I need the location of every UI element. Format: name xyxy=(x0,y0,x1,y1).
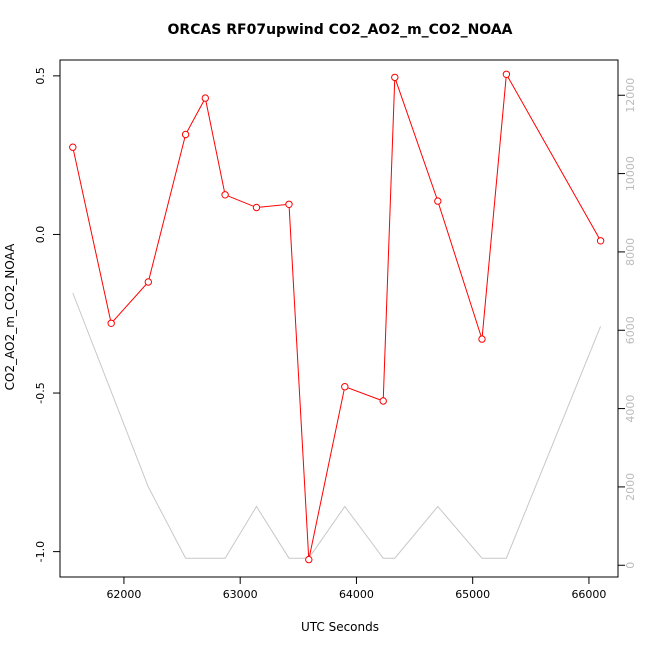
y2-tick-label: 10000 xyxy=(624,156,637,191)
data-point xyxy=(596,237,605,245)
y-tick-label: 0.0 xyxy=(34,226,47,244)
series-group xyxy=(69,70,605,564)
data-point xyxy=(391,73,399,82)
data-point xyxy=(69,143,77,151)
y2-tick-label: 6000 xyxy=(624,316,637,344)
data-point xyxy=(434,197,442,205)
x-tick-label: 63000 xyxy=(223,588,258,601)
y2-tick-label: 0 xyxy=(624,562,637,569)
series-line-right-axis xyxy=(72,292,602,559)
series-line-left-axis xyxy=(72,72,602,560)
x-axis-label: UTC Seconds xyxy=(301,620,379,634)
chart-title: ORCAS RF07upwind CO2_AO2_m_CO2_NOAA xyxy=(168,22,513,38)
data-point xyxy=(502,70,511,79)
y2-tick-label: 12000 xyxy=(624,78,637,113)
data-point xyxy=(107,319,115,327)
x-tick-label: 65000 xyxy=(455,588,490,601)
y2-tick-label: 8000 xyxy=(624,238,637,266)
data-point xyxy=(305,555,313,564)
y2-tick-label: 4000 xyxy=(624,395,637,423)
plot-frame xyxy=(59,59,619,578)
data-point xyxy=(181,130,190,139)
y2-tick-label: 2000 xyxy=(624,473,637,501)
data-point xyxy=(201,94,210,102)
data-point xyxy=(478,335,486,343)
data-point xyxy=(341,383,349,391)
y-tick-label: 0.5 xyxy=(34,67,47,85)
data-point xyxy=(252,203,261,212)
y-tick-label: -0.5 xyxy=(34,382,47,403)
axes-group: 62000 63000 64000 65000 66000 -1.0 -0.5 0.0 0.5 0… xyxy=(34,67,637,601)
y-tick-label: -1.0 xyxy=(34,541,47,562)
x-tick-label: 66000 xyxy=(571,588,606,601)
y-axis-label: CO2_AO2_m_CO2_NOAA xyxy=(3,243,17,390)
x-tick-label: 64000 xyxy=(339,588,374,601)
data-point xyxy=(144,278,153,286)
data-point xyxy=(285,200,293,209)
data-point xyxy=(379,397,387,405)
x-tick-label: 62000 xyxy=(106,588,141,601)
data-point xyxy=(221,191,229,199)
